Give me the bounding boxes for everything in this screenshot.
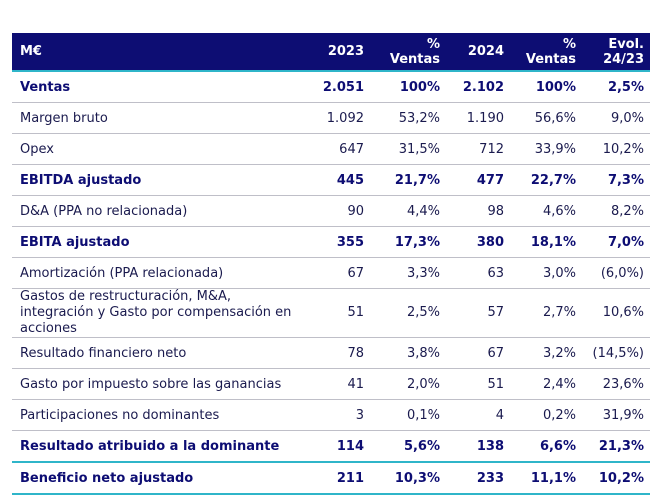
cell-evol: 23,6% xyxy=(582,368,650,400)
table-row: EBITDA ajustado 445 21,7% 477 22,7% 7,3% xyxy=(12,164,650,196)
cell-pct-2023: 3,8% xyxy=(370,337,446,369)
cell-label: Amortización (PPA relacionada) xyxy=(12,257,302,289)
cell-pct-2023: 2,0% xyxy=(370,368,446,400)
header-pct-ventas-2023: % Ventas xyxy=(370,33,446,71)
cell-pct-2023: 10,3% xyxy=(370,461,446,495)
table-row: Beneficio neto ajustado 211 10,3% 233 11,1% 1… xyxy=(12,461,650,495)
cell-label: Ventas xyxy=(12,70,302,103)
cell-pct-2024: 2,7% xyxy=(510,288,582,338)
cell-value-2024: 1.190 xyxy=(446,102,510,134)
cell-label: Margen bruto xyxy=(12,102,302,134)
table-row: Resultado financiero neto 78 3,8% 67 3,2% (14… xyxy=(12,337,650,369)
table-row: Opex 647 31,5% 712 33,9% 10,2% xyxy=(12,133,650,165)
cell-pct-2024: 2,4% xyxy=(510,368,582,400)
cell-value-2023: 3 xyxy=(302,399,370,431)
header-pct-ventas-2024: % Ventas xyxy=(510,33,582,71)
cell-label: Beneficio neto ajustado xyxy=(12,461,302,495)
cell-pct-2023: 0,1% xyxy=(370,399,446,431)
table-row: Margen bruto 1.092 53,2% 1.190 56,6% 9,0% xyxy=(12,102,650,134)
cell-label: Resultado atribuido a la dominante xyxy=(12,430,302,463)
cell-evol: 9,0% xyxy=(582,102,650,134)
cell-value-2023: 1.092 xyxy=(302,102,370,134)
cell-pct-2024: 11,1% xyxy=(510,461,582,495)
cell-value-2024: 712 xyxy=(446,133,510,165)
cell-evol: 31,9% xyxy=(582,399,650,431)
cell-value-2023: 51 xyxy=(302,288,370,338)
cell-value-2023: 67 xyxy=(302,257,370,289)
header-2023: 2023 xyxy=(302,33,370,71)
cell-label: Resultado financiero neto xyxy=(12,337,302,369)
cell-value-2023: 114 xyxy=(302,430,370,463)
cell-pct-2024: 3,2% xyxy=(510,337,582,369)
cell-value-2023: 2.051 xyxy=(302,70,370,103)
cell-label: Gastos de restructuración, M&A, integrac… xyxy=(12,288,302,338)
cell-evol: 2,5% xyxy=(582,70,650,103)
cell-value-2024: 51 xyxy=(446,368,510,400)
cell-pct-2024: 18,1% xyxy=(510,226,582,258)
cell-pct-2023: 53,2% xyxy=(370,102,446,134)
cell-pct-2024: 6,6% xyxy=(510,430,582,463)
cell-value-2023: 647 xyxy=(302,133,370,165)
cell-pct-2024: 3,0% xyxy=(510,257,582,289)
table-row: Participaciones no dominantes 3 0,1% 4 0,2% 3… xyxy=(12,399,650,431)
cell-pct-2023: 5,6% xyxy=(370,430,446,463)
cell-value-2024: 63 xyxy=(446,257,510,289)
cell-pct-2024: 100% xyxy=(510,70,582,103)
cell-pct-2024: 4,6% xyxy=(510,195,582,227)
cell-evol: 8,2% xyxy=(582,195,650,227)
cell-evol: 10,2% xyxy=(582,133,650,165)
cell-evol: (6,0%) xyxy=(582,257,650,289)
cell-label: Participaciones no dominantes xyxy=(12,399,302,431)
cell-pct-2024: 33,9% xyxy=(510,133,582,165)
cell-pct-2024: 56,6% xyxy=(510,102,582,134)
cell-pct-2024: 0,2% xyxy=(510,399,582,431)
cell-value-2024: 2.102 xyxy=(446,70,510,103)
cell-pct-2023: 17,3% xyxy=(370,226,446,258)
header-evol: Evol. 24/23 xyxy=(582,33,650,71)
cell-value-2024: 4 xyxy=(446,399,510,431)
cell-value-2024: 233 xyxy=(446,461,510,495)
cell-label: EBITA ajustado xyxy=(12,226,302,258)
cell-value-2023: 90 xyxy=(302,195,370,227)
cell-pct-2023: 100% xyxy=(370,70,446,103)
cell-evol: 10,6% xyxy=(582,288,650,338)
cell-pct-2023: 3,3% xyxy=(370,257,446,289)
cell-label: D&A (PPA no relacionada) xyxy=(12,195,302,227)
table-row: Gasto por impuesto sobre las ganancias 41… xyxy=(12,368,650,400)
cell-evol: 10,2% xyxy=(582,461,650,495)
cell-value-2024: 477 xyxy=(446,164,510,196)
financial-summary-table: M€ 2023 % Ventas 2024 % Ventas Evol. 24/… xyxy=(12,33,650,495)
cell-pct-2024: 22,7% xyxy=(510,164,582,196)
cell-value-2023: 355 xyxy=(302,226,370,258)
cell-evol: 21,3% xyxy=(582,430,650,463)
cell-value-2024: 380 xyxy=(446,226,510,258)
cell-value-2023: 211 xyxy=(302,461,370,495)
cell-evol: (14,5%) xyxy=(582,337,650,369)
cell-pct-2023: 4,4% xyxy=(370,195,446,227)
cell-value-2024: 57 xyxy=(446,288,510,338)
cell-pct-2023: 31,5% xyxy=(370,133,446,165)
table-row: EBITA ajustado 355 17,3% 380 18,1% 7,0% xyxy=(12,226,650,258)
header-2024: 2024 xyxy=(446,33,510,71)
table-row: Ventas 2.051 100% 2.102 100% 2,5% xyxy=(12,70,650,103)
cell-label: EBITDA ajustado xyxy=(12,164,302,196)
cell-evol: 7,0% xyxy=(582,226,650,258)
cell-label: Opex xyxy=(12,133,302,165)
table-header-row: M€ 2023 % Ventas 2024 % Ventas Evol. 24/… xyxy=(12,33,650,71)
cell-evol: 7,3% xyxy=(582,164,650,196)
cell-value-2024: 67 xyxy=(446,337,510,369)
cell-pct-2023: 21,7% xyxy=(370,164,446,196)
table-row: Amortización (PPA relacionada) 67 3,3% 63 3,… xyxy=(12,257,650,289)
table-row: D&A (PPA no relacionada) 90 4,4% 98 4,6% 8,2% xyxy=(12,195,650,227)
cell-pct-2023: 2,5% xyxy=(370,288,446,338)
cell-value-2023: 41 xyxy=(302,368,370,400)
cell-label: Gasto por impuesto sobre las ganancias xyxy=(12,368,302,400)
cell-value-2023: 445 xyxy=(302,164,370,196)
table-row: Resultado atribuido a la dominante 114 5,6… xyxy=(12,430,650,463)
header-label-meur: M€ xyxy=(12,33,302,71)
cell-value-2023: 78 xyxy=(302,337,370,369)
cell-value-2024: 98 xyxy=(446,195,510,227)
cell-value-2024: 138 xyxy=(446,430,510,463)
table-row: Gastos de restructuración, M&A, integrac… xyxy=(12,288,650,338)
